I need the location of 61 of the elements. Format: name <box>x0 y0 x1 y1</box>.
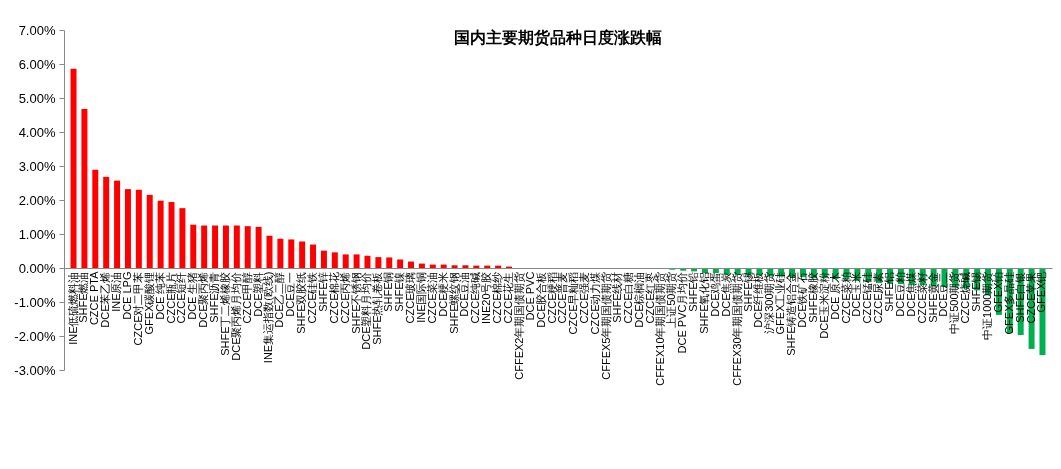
x-tick-label: SHFE氧化铝 <box>697 271 710 334</box>
x-tick-label: INE低硫燃料油 <box>66 271 79 345</box>
x-tick-label: CZCE棉纱 <box>491 271 504 324</box>
x-tick-label: DCE聚丙烯 <box>197 271 210 328</box>
x-tick-label: 中证1000期货 <box>981 271 994 340</box>
x-tick-label: DCE PVC月均价 <box>676 271 689 354</box>
x-tick-label: INE20号胶 <box>480 271 493 325</box>
x-tick-label: CZCE动力煤 <box>589 271 602 335</box>
y-tick-label: 4.00% <box>18 124 56 140</box>
x-tick-label: GFEX工业硅 <box>774 271 787 335</box>
x-tick-label: CZCE对二甲苯 <box>131 271 144 346</box>
x-tick-label: SHFE镍 <box>393 271 406 312</box>
x-tick-label: DCE玉米 <box>850 271 863 317</box>
x-tick-label: DCE塑料月均价 <box>360 271 373 350</box>
x-tick-label: CZCE玻璃 <box>404 271 417 324</box>
x-tick-label: CZCE PTA <box>88 270 101 326</box>
y-tick-label: -3.00% <box>14 362 56 378</box>
y-tick-label: 2.00% <box>18 192 56 208</box>
y-tick-label: -2.00% <box>14 328 56 344</box>
x-tick-label: SHFE铜 <box>382 271 395 312</box>
x-tick-label: DCE 生猪 <box>186 271 199 320</box>
x-tick-label: CZCE锰硅 <box>861 271 874 324</box>
x-tick-label: SHFE双胶纸 <box>295 271 308 334</box>
x-tick-label: DCE苯乙烯 <box>99 271 112 328</box>
x-tick-label: SHFE锌 <box>316 271 329 312</box>
y-tick-label: 7.00% <box>18 22 56 38</box>
x-tick-label: 沪深300期货 <box>763 271 776 334</box>
x-tick-label: GFEX钯 <box>1035 271 1048 313</box>
x-tick-label: DCE胶合板 <box>534 271 547 328</box>
y-tick-label: 1.00% <box>18 226 56 242</box>
y-tick-label: 5.00% <box>18 90 56 106</box>
chart-title: 国内主要期货品种日度涨跌幅 <box>454 28 662 47</box>
x-tick-label: CZCE普麦 <box>556 271 569 324</box>
x-tick-label: CFFEX10年期国债期货 <box>654 271 667 386</box>
y-tick-label: 0.00% <box>18 260 56 276</box>
x-tick-label: SHFE铸造铝合金 <box>785 271 798 356</box>
x-tick-label: DCE乙二醇 <box>273 271 286 328</box>
x-tick-label: DCE豆粕 <box>893 271 906 317</box>
x-tick-label: 上证50期货 <box>665 271 678 328</box>
x-tick-label: CZCE烧碱 <box>959 271 972 324</box>
x-tick-label: INE集运指数(欧线) <box>262 271 275 364</box>
x-tick-label: CZCE短纤 <box>175 271 188 324</box>
x-tick-label: SHFE铅 <box>687 271 700 312</box>
x-tick-label: SHFE锡 <box>970 271 983 312</box>
x-tick-label: SHFE沥青 <box>208 271 221 323</box>
x-tick-label: CZCE硅铁 <box>306 271 319 324</box>
y-tick-label: -1.00% <box>14 294 56 310</box>
x-tick-label: SHFE铝 <box>883 271 896 312</box>
x-tick-label: GFEX多晶硅 <box>1002 271 1015 335</box>
x-tick-label: CZCE纯碱 <box>469 271 482 324</box>
x-tick-label: DCE豆一 <box>284 271 297 317</box>
y-tick-label: 6.00% <box>18 56 56 72</box>
x-tick-label: CZCE尿素 <box>872 271 885 324</box>
x-tick-label: CZCE早籼稻 <box>567 271 580 335</box>
x-tick-label: 中证500期货 <box>948 271 961 334</box>
x-tick-label: CZCE强麦 <box>578 271 591 324</box>
x-tick-label: SHFE热轧卷板 <box>371 271 384 345</box>
y-tick-label: 3.00% <box>18 158 56 174</box>
x-tick-label: CZCE花生 <box>502 271 515 324</box>
x-tick-label: INE原油 <box>110 271 123 312</box>
x-tick-label: DCE纤维板 <box>752 271 765 328</box>
